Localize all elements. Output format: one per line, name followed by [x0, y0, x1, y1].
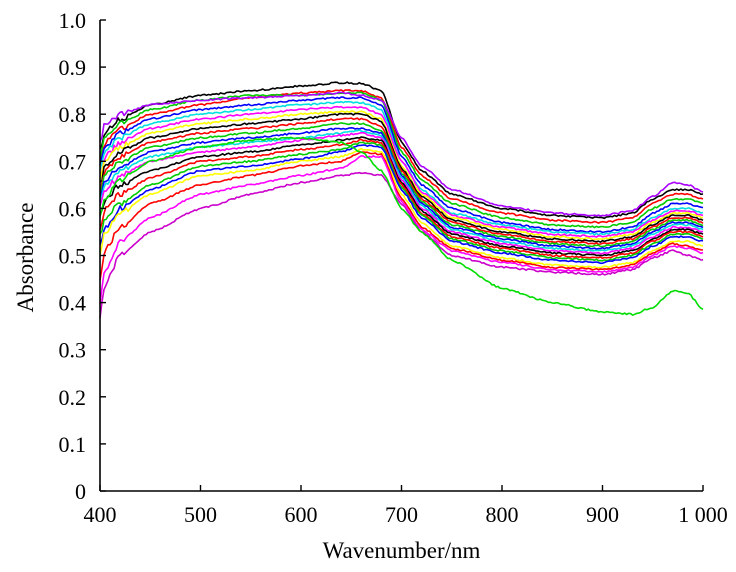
spectrum-line — [99, 81, 704, 220]
spectrum-line — [99, 141, 704, 262]
spectrum-line — [99, 144, 704, 265]
y-tick-label: 0.5 — [59, 244, 87, 269]
spectrum-line — [99, 151, 704, 281]
x-tick-label: 700 — [385, 502, 418, 527]
y-tick-label: 0.9 — [59, 55, 87, 80]
y-axis-title: Absorbance — [13, 203, 38, 313]
spectrum-line — [99, 110, 704, 241]
x-tick-label: 600 — [285, 502, 318, 527]
spectrum-line — [99, 136, 704, 316]
x-tick-label: 900 — [586, 502, 619, 527]
x-axis-ticks: 400 500 600 700 800 900 1 000 — [84, 485, 728, 527]
spectrum-line — [99, 112, 704, 243]
spectrum-line — [99, 89, 704, 224]
x-tick-label: 1 000 — [678, 502, 728, 527]
x-axis-title: Wavenumber/nm — [323, 538, 481, 563]
spectrum-line — [99, 155, 704, 304]
y-tick-label: 0.2 — [59, 385, 87, 410]
spectrum-line — [99, 132, 704, 255]
spectrum-line — [99, 147, 704, 269]
x-tick-label: 800 — [486, 502, 519, 527]
y-tick-label: 0.4 — [59, 291, 87, 316]
y-tick-label: 0.6 — [59, 196, 87, 221]
x-tick-label: 400 — [84, 502, 117, 527]
spectrum-line — [99, 138, 704, 260]
y-tick-label: 0.3 — [59, 338, 87, 363]
spectrum-line — [99, 171, 704, 319]
y-tick-label: 0.7 — [59, 149, 87, 174]
x-tick-label: 500 — [184, 502, 217, 527]
y-tick-label: 0 — [75, 479, 86, 504]
y-tick-label: 0.8 — [59, 102, 87, 127]
y-tick-label: 0.1 — [59, 432, 87, 457]
spectrum-line — [99, 136, 704, 257]
y-axis-ticks: 0 0.1 0.2 0.3 0.4 0.5 0.6 0.7 0.8 0.9 1.0 — [59, 8, 106, 504]
spectrum-line — [99, 91, 704, 217]
y-tick-label: 1.0 — [59, 8, 87, 33]
spectrum-line — [99, 105, 704, 238]
spectrum-line — [99, 96, 704, 234]
spectrum-line — [99, 127, 704, 250]
spectrum-line — [99, 117, 704, 246]
spectrum-line — [99, 122, 704, 248]
spectra-series-group — [99, 81, 704, 319]
